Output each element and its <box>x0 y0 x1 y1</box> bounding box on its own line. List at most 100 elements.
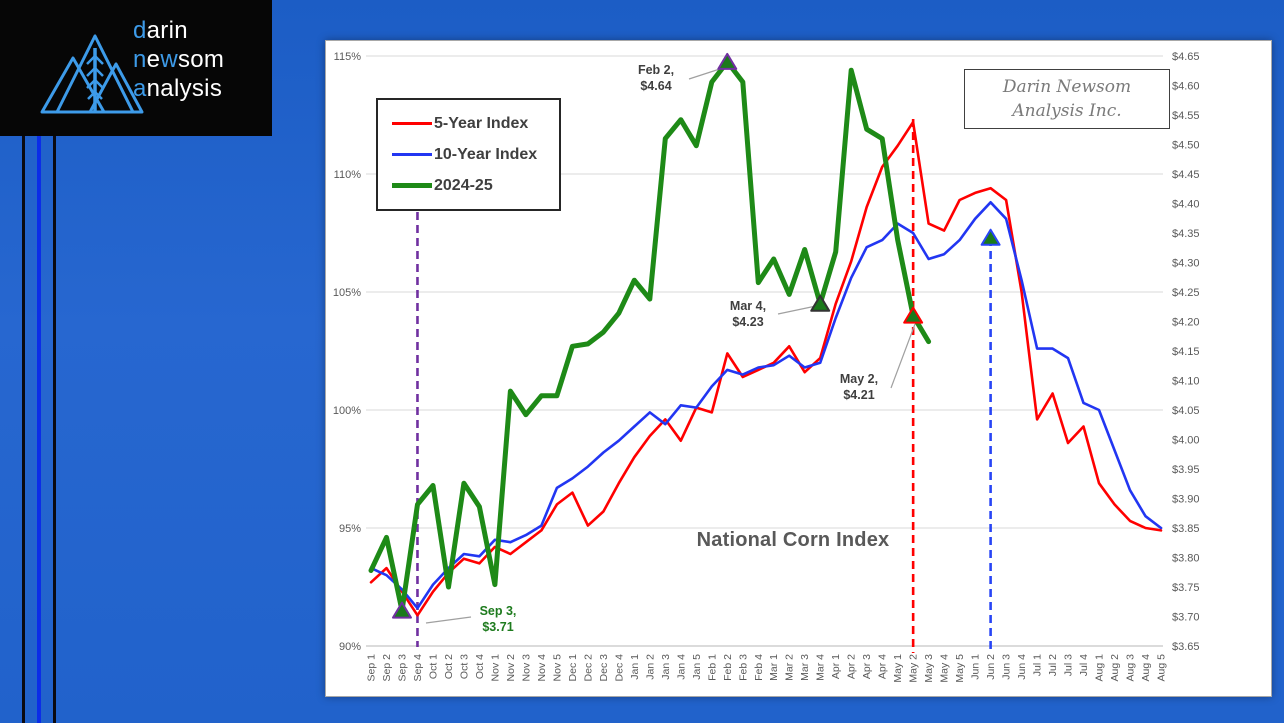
svg-text:Aug 5: Aug 5 <box>1155 654 1167 682</box>
svg-text:May 4: May 4 <box>939 654 951 683</box>
annotation-feb2: Feb 2, $4.64 <box>637 63 675 93</box>
svg-text:$3.90: $3.90 <box>1172 494 1200 506</box>
svg-text:$4.15: $4.15 <box>1172 346 1200 358</box>
series-line-2024-25 <box>368 59 932 614</box>
svg-text:Jun 4: Jun 4 <box>1016 654 1028 680</box>
svg-text:Apr 4: Apr 4 <box>877 654 889 679</box>
legend-swatch-5-year <box>392 122 432 125</box>
annotation-sep3: Sep 3, $3.71 <box>479 604 517 634</box>
svg-text:$4.55: $4.55 <box>1172 110 1200 122</box>
logo-block: darin newsom analysis <box>0 0 272 136</box>
svg-text:May 1: May 1 <box>892 654 904 683</box>
svg-text:Nov 4: Nov 4 <box>536 654 548 682</box>
svg-text:Jul 2: Jul 2 <box>1047 654 1059 676</box>
marker-feb-2 <box>717 52 738 70</box>
chart-legend: 5-Year Index 10-Year Index 2024-25 <box>376 98 561 211</box>
svg-text:Feb 3: Feb 3 <box>737 654 749 681</box>
gridlines <box>366 55 1163 647</box>
svg-text:Oct 3: Oct 3 <box>458 654 470 679</box>
svg-text:Nov 3: Nov 3 <box>520 654 532 682</box>
svg-text:$4.65: $4.65 <box>1172 51 1200 63</box>
svg-text:Sep 2: Sep 2 <box>381 654 393 682</box>
svg-text:Jan 1: Jan 1 <box>629 654 641 680</box>
svg-text:100%: 100% <box>333 405 361 417</box>
svg-text:95%: 95% <box>339 523 361 535</box>
chart-panel: 115% 110% 105% 100% 95% 90% $4.65 $4.60 $4.55 $4.… <box>325 40 1272 697</box>
svg-text:Feb 1: Feb 1 <box>706 654 718 681</box>
svg-text:Jan 2: Jan 2 <box>644 654 656 680</box>
svg-text:$4.05: $4.05 <box>1172 405 1200 417</box>
svg-text:Jun 2: Jun 2 <box>985 654 997 680</box>
svg-text:90%: 90% <box>339 641 361 653</box>
logo-line-newsom: newsom <box>133 46 225 73</box>
svg-text:$3.75: $3.75 <box>1172 582 1200 594</box>
legend-swatch-2024-25 <box>392 183 432 188</box>
svg-text:$3.85: $3.85 <box>1172 523 1200 535</box>
svg-text:Aug 2: Aug 2 <box>1109 654 1121 682</box>
svg-text:Oct 2: Oct 2 <box>443 654 455 679</box>
svg-text:$4.45: $4.45 <box>1172 169 1200 181</box>
corn-index-line-chart: 115%110%105%100%95%90%$4.65$4.60$4.55$4.… <box>333 51 1200 683</box>
svg-text:Apr 2: Apr 2 <box>846 654 858 679</box>
svg-text:Jan 3: Jan 3 <box>660 654 672 680</box>
svg-text:115%: 115% <box>334 51 362 63</box>
svg-text:Aug 1: Aug 1 <box>1094 654 1106 682</box>
marker-mar-4 <box>810 294 831 312</box>
svg-text:Mar 2: Mar 2 <box>784 654 796 681</box>
svg-text:Oct 4: Oct 4 <box>474 654 486 679</box>
svg-text:Mar 3: Mar 3 <box>799 654 811 681</box>
svg-text:$3.95: $3.95 <box>1172 464 1200 476</box>
svg-text:Jul 4: Jul 4 <box>1078 654 1090 676</box>
svg-text:$3.65: $3.65 <box>1172 641 1200 653</box>
svg-text:Mar 4: Mar 4 <box>815 654 827 681</box>
svg-text:$4.25: $4.25 <box>1172 287 1200 299</box>
svg-text:Sep 3: Sep 3 <box>396 654 408 682</box>
svg-text:Jan 5: Jan 5 <box>691 654 703 680</box>
side-stripe-blue <box>37 136 41 723</box>
marker-may-2 <box>903 306 924 324</box>
svg-text:Jan 4: Jan 4 <box>675 654 687 680</box>
legend-label-2024-25: 2024-25 <box>434 176 493 194</box>
side-stripe-black-left <box>22 136 25 723</box>
svg-text:Oct 1: Oct 1 <box>427 654 439 679</box>
svg-text:$4.30: $4.30 <box>1172 258 1200 270</box>
legend-item-10-year: 10-Year Index <box>392 146 559 164</box>
svg-text:$4.00: $4.00 <box>1172 435 1200 447</box>
logo-line-darin: darin <box>133 17 188 44</box>
svg-text:Dec 1: Dec 1 <box>567 654 579 682</box>
svg-text:May 3: May 3 <box>923 654 935 683</box>
svg-text:Dec 4: Dec 4 <box>613 654 625 682</box>
annotation-mar4: Mar 4, $4.23 <box>729 299 767 329</box>
svg-text:$4.50: $4.50 <box>1172 140 1200 152</box>
svg-text:May 2: May 2 <box>908 654 920 683</box>
legend-label-5-year: 5-Year Index <box>434 114 529 132</box>
annotation-leader-lines <box>425 65 916 624</box>
svg-text:Jul 3: Jul 3 <box>1063 654 1075 676</box>
svg-text:$4.20: $4.20 <box>1172 317 1200 329</box>
svg-text:Feb 2: Feb 2 <box>722 654 734 681</box>
svg-text:Jul 1: Jul 1 <box>1032 654 1044 676</box>
company-box: Darin Newsom Analysis Inc. <box>964 69 1170 129</box>
svg-text:$4.40: $4.40 <box>1172 199 1200 211</box>
reference-vlines <box>416 119 992 653</box>
svg-text:Apr 3: Apr 3 <box>861 654 873 679</box>
y-axis-left-labels: 115% 110% 105% 100% 95% 90% <box>333 51 361 653</box>
marker-sep-3 <box>391 601 412 619</box>
svg-text:$4.10: $4.10 <box>1172 376 1200 388</box>
logo-wordmark: darin newsom analysis <box>133 16 224 103</box>
event-markers <box>391 52 1001 619</box>
marker-jun-2 <box>980 228 1001 246</box>
series-line-10-year-index <box>369 201 1163 610</box>
svg-text:$4.35: $4.35 <box>1172 228 1200 240</box>
company-name-line1: Darin Newsom <box>1002 77 1132 97</box>
svg-text:Mar 1: Mar 1 <box>768 654 780 681</box>
chart-title: National Corn Index <box>696 529 890 551</box>
legend-item-2024-25: 2024-25 <box>392 177 559 195</box>
company-name-line2: Analysis Inc. <box>1012 101 1122 121</box>
svg-text:Sep 1: Sep 1 <box>366 654 378 682</box>
dna-triangles-wheat-icon <box>40 34 144 114</box>
svg-text:105%: 105% <box>333 287 361 299</box>
svg-text:Dec 3: Dec 3 <box>598 654 610 682</box>
side-stripe-black-right <box>53 136 56 723</box>
annotation-may2: May 2, $4.21 <box>839 372 879 402</box>
